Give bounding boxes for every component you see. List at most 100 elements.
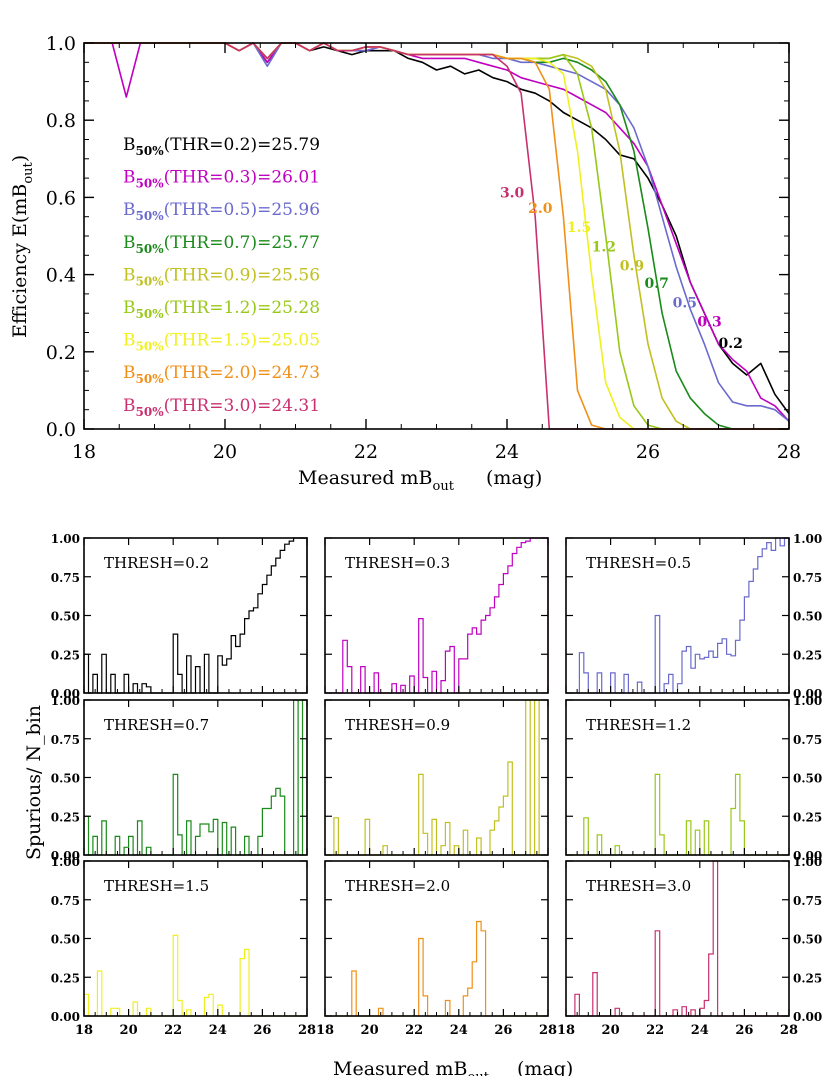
annotation-1.5: 1.5: [567, 220, 591, 236]
histogram-panel-0.3: THRESH=0.3: [324, 537, 549, 694]
histogram-x-tick-label: 20: [120, 1023, 138, 1038]
histogram-x-tick-label: 22: [164, 1023, 182, 1038]
efficiency-x-tick-label: 18: [72, 441, 96, 463]
histogram-y-tick-label: 0.75: [793, 733, 822, 747]
histogram-y-tick-label: 1.00: [51, 532, 80, 546]
histogram-y-tick-label: 1.00: [793, 532, 822, 546]
histogram-y-tick-label: 0.00: [793, 687, 822, 701]
histogram-bars-2.0: [325, 920, 548, 1017]
histogram-y-tick-label: 1.00: [51, 855, 80, 869]
efficiency-x-tick-label: 20: [213, 441, 237, 463]
histogram-label-2.0: THRESH=2.0: [345, 877, 450, 895]
histogram-x-tick-label: 26: [253, 1023, 271, 1038]
histogram-x-tick-label: 24: [450, 1023, 468, 1038]
efficiency-y-axis-label: Efficiency E(mBout): [9, 155, 36, 338]
spurious-y-axis-label: Spurious/ N_bin: [23, 705, 45, 860]
histogram-y-tick-label: 0.25: [793, 648, 822, 662]
efficiency-y-tick-label: 0.8: [46, 110, 76, 132]
histogram-x-tick-label: 26: [735, 1023, 753, 1038]
histogram-label-0.2: THRESH=0.2: [104, 554, 209, 572]
histogram-x-tick-label: 18: [557, 1023, 575, 1038]
histogram-y-tick-label: 0.00: [793, 1010, 822, 1024]
histogram-panel-1.5: THRESH=1.5 0.00 0.25 0.50 0.75 1.00 18 20 22 24 26…: [51, 855, 316, 1038]
legend-entry-0.9: B50%(THR=0.9)=25.56: [123, 265, 320, 288]
histogram-label-0.9: THRESH=0.9: [345, 716, 450, 734]
legend-entry-0.7: B50%(THR=0.7)=25.77: [123, 233, 320, 256]
histogram-y-tick-label: 0.75: [793, 571, 822, 585]
histogram-y-tick-label: 0.75: [51, 733, 80, 747]
annotation-0.5: 0.5: [673, 295, 697, 311]
histogram-x-tick-label: 28: [539, 1023, 557, 1038]
histogram-x-tick-label: 28: [780, 1023, 798, 1038]
legend-entry-3.0: B50%(THR=3.0)=24.31: [123, 396, 320, 419]
histogram-y-tick-label: 0.75: [793, 894, 822, 908]
histogram-x-tick-label: 24: [691, 1023, 709, 1038]
histogram-y-tick-label: 0.50: [793, 933, 822, 947]
histogram-x-tick-label: 24: [209, 1023, 227, 1038]
histogram-label-1.2: THRESH=1.2: [586, 716, 691, 734]
spurious-histograms: THRESH=0.2 0.00 0.25 0.50 0.75 1.00 THRESH=0.3…: [23, 532, 822, 1076]
efficiency-x-axis-label: Measured mBout (mag): [298, 467, 542, 494]
histogram-y-tick-label: 0.00: [793, 849, 822, 863]
histogram-label-0.5: THRESH=0.5: [586, 554, 691, 572]
histogram-x-tick-label: 28: [298, 1023, 316, 1038]
histogram-panel-1.2: THRESH=1.2 0.00 0.25 0.50 0.75 1.00: [565, 694, 822, 863]
histogram-x-tick-label: 20: [361, 1023, 379, 1038]
annotation-2.0: 2.0: [528, 201, 553, 217]
histogram-y-tick-label: 0.50: [51, 610, 80, 624]
spurious-x-axis-label: Measured mBout(mag): [333, 1058, 573, 1076]
histogram-x-tick-label: 22: [405, 1023, 423, 1038]
histogram-x-tick-label: 20: [602, 1023, 620, 1038]
histogram-y-tick-label: 1.00: [793, 694, 822, 708]
legend-entry-0.2: B50%(THR=0.2)=25.79: [123, 135, 320, 158]
efficiency-y-tick-label: 1.0: [46, 33, 76, 55]
annotation-0.9: 0.9: [620, 259, 644, 275]
histogram-y-tick-label: 0.25: [51, 971, 80, 985]
histogram-panel-0.2: THRESH=0.2 0.00 0.25 0.50 0.75 1.00: [51, 532, 308, 701]
histogram-y-tick-label: 0.75: [51, 894, 80, 908]
histogram-y-tick-label: 0.75: [51, 571, 80, 585]
annotation-3.0: 3.0: [500, 185, 525, 201]
histogram-y-tick-label: 0.50: [793, 772, 822, 786]
histogram-y-tick-label: 0.00: [51, 1010, 80, 1024]
efficiency-x-tick-label: 22: [354, 441, 378, 463]
efficiency-y-tick-label: 0.4: [46, 265, 76, 287]
histogram-x-tick-label: 18: [75, 1023, 93, 1038]
annotation-0.7: 0.7: [644, 276, 668, 292]
histogram-y-tick-label: 1.00: [793, 855, 822, 869]
histogram-panel-0.9: THRESH=0.9: [324, 699, 549, 856]
histogram-label-3.0: THRESH=3.0: [586, 877, 691, 895]
histogram-bars-1.5: [83, 934, 307, 1017]
histogram-y-tick-label: 0.50: [793, 610, 822, 624]
histogram-y-tick-label: 1.00: [51, 694, 80, 708]
histogram-y-tick-label: 0.25: [793, 810, 822, 824]
efficiency-legend: B50%(THR=0.2)=25.79 B50%(THR=0.3)=26.01 B5…: [123, 135, 320, 419]
efficiency-x-tick-label: 28: [777, 441, 801, 463]
efficiency-x-tick-label: 24: [495, 441, 519, 463]
efficiency-x-tick-label: 26: [636, 441, 660, 463]
histogram-y-tick-label: 0.25: [51, 810, 80, 824]
histogram-y-tick-label: 0.00: [51, 849, 80, 863]
histogram-y-tick-label: 0.25: [793, 971, 822, 985]
efficiency-y-tick-label: 0.0: [46, 419, 76, 441]
histogram-label-0.3: THRESH=0.3: [345, 554, 450, 572]
efficiency-y-tick-label: 0.2: [46, 342, 76, 364]
histogram-bars-1.2: [566, 773, 789, 856]
histogram-y-tick-label: 0.00: [51, 687, 80, 701]
histogram-y-tick-label: 0.25: [51, 648, 80, 662]
histogram-y-tick-label: 0.50: [51, 933, 80, 947]
histogram-y-tick-label: 0.50: [51, 772, 80, 786]
legend-entry-0.3: B50%(THR=0.3)=26.01: [123, 168, 320, 191]
histogram-label-0.7: THRESH=0.7: [104, 716, 209, 734]
histogram-bars-0.7: [83, 699, 308, 856]
histogram-x-tick-label: 22: [646, 1023, 664, 1038]
histogram-label-1.5: THRESH=1.5: [104, 877, 209, 895]
efficiency-series-0.2: [84, 42, 790, 415]
annotation-0.3: 0.3: [697, 315, 721, 331]
annotation-0.2: 0.2: [719, 336, 743, 352]
histogram-x-tick-label: 26: [494, 1023, 512, 1038]
histogram-panel-0.7: THRESH=0.7 0.00 0.25 0.50 0.75 1.00: [51, 694, 308, 863]
efficiency-y-tick-label: 0.6: [46, 187, 76, 209]
histogram-panel-0.5: THRESH=0.5 0.00 0.25 0.50 0.75 1.00: [565, 532, 822, 701]
